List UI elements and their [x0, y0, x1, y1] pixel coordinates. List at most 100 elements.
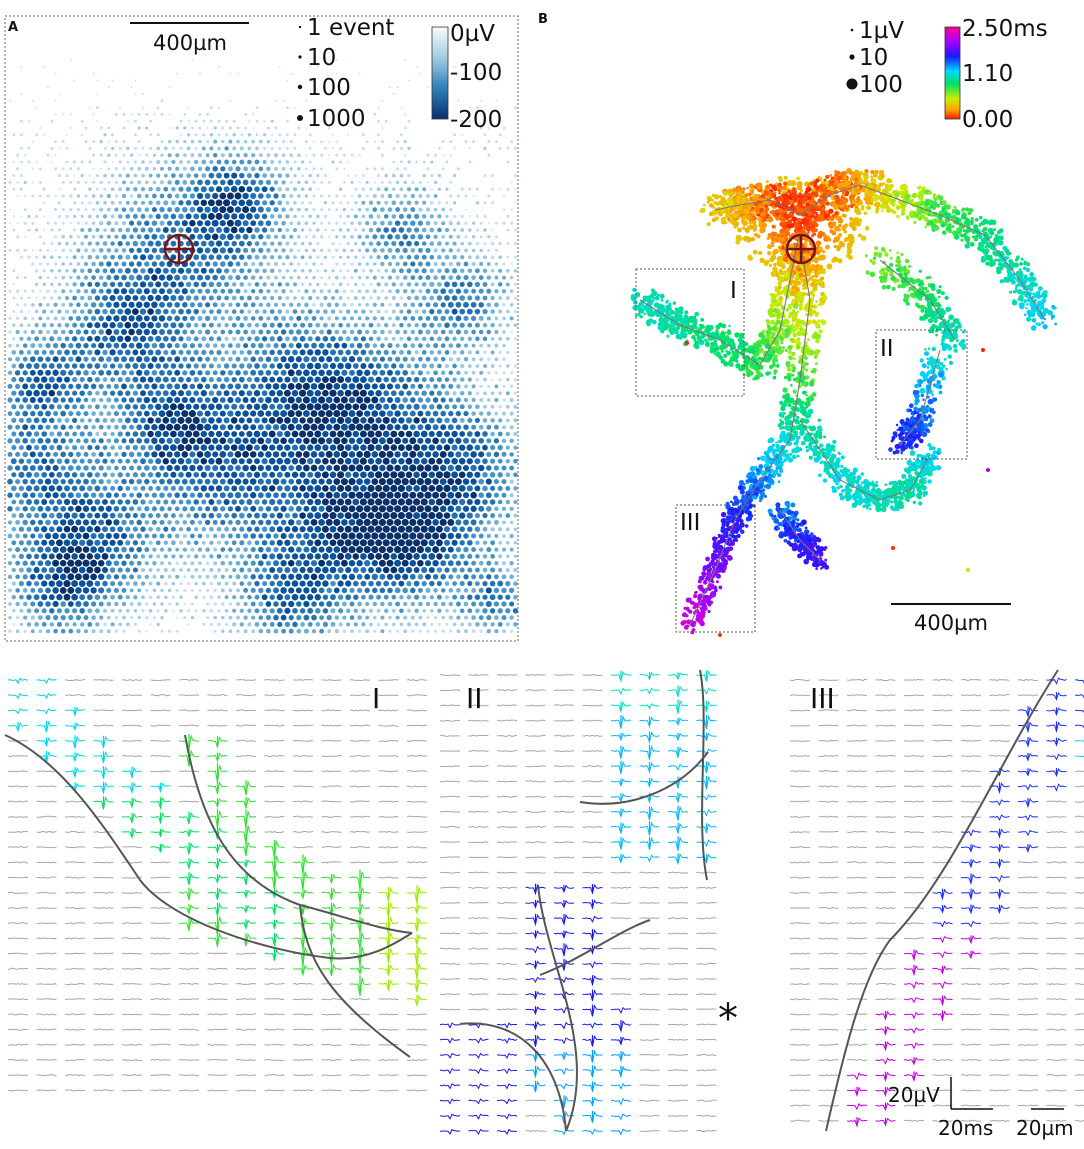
event-dot — [478, 492, 484, 498]
event-dot — [303, 505, 310, 512]
event-dot — [18, 581, 24, 587]
event-dot — [212, 179, 218, 186]
event-dot — [505, 296, 510, 300]
event-dot — [254, 621, 260, 627]
event-dot — [22, 451, 28, 458]
event-dot — [307, 458, 314, 465]
event-dot — [132, 444, 139, 451]
event-dot — [167, 220, 173, 226]
event-dot — [113, 356, 120, 363]
event-dot — [320, 194, 324, 198]
event-dot — [189, 179, 195, 185]
event-dot — [453, 214, 457, 218]
event-dot — [284, 512, 291, 519]
event-dot — [436, 567, 443, 573]
event-dot — [414, 622, 419, 627]
event-dot — [208, 377, 214, 383]
event-dot — [106, 601, 112, 607]
event-dot — [132, 513, 138, 519]
event-dot — [474, 431, 481, 437]
event-dot — [261, 526, 268, 532]
event-dot — [57, 214, 61, 218]
event-dot — [106, 275, 112, 281]
event-dot — [306, 403, 314, 411]
event-dot — [413, 553, 420, 560]
event-dot — [235, 261, 241, 267]
event-dot — [356, 396, 364, 404]
event-dot — [402, 410, 409, 417]
event-dot — [224, 581, 229, 586]
event-dot — [433, 275, 438, 280]
event-dot — [291, 593, 299, 601]
event-dot — [258, 289, 263, 294]
event-dot — [276, 580, 283, 587]
event-dot — [223, 471, 230, 478]
event-dot — [265, 207, 271, 213]
event-dot — [72, 241, 77, 246]
event-dot — [455, 397, 461, 403]
event-dot — [107, 167, 111, 171]
event-dot — [453, 147, 456, 150]
event-dot — [167, 153, 172, 158]
event-dot — [372, 221, 377, 226]
event-dot — [109, 322, 116, 329]
event-dot — [204, 370, 211, 376]
event-dot — [174, 451, 181, 458]
event-dot — [193, 499, 199, 505]
event-dot — [182, 153, 187, 158]
event-dot — [376, 269, 381, 273]
event-dot — [212, 437, 219, 444]
event-dot — [212, 519, 218, 525]
event-dot — [340, 450, 348, 458]
event-dot — [117, 254, 123, 260]
event-dot — [95, 173, 100, 178]
event-dot — [265, 506, 272, 512]
event-dot — [322, 594, 329, 600]
event-dot — [353, 309, 358, 314]
event-dot — [377, 146, 381, 150]
event-dot — [435, 539, 443, 547]
event-dot — [246, 513, 252, 519]
event-dot — [479, 221, 483, 225]
event-dot — [33, 389, 40, 397]
event-dot — [482, 567, 488, 573]
event-dot — [482, 458, 488, 465]
event-dot — [436, 309, 442, 315]
event-dot — [253, 430, 261, 438]
event-dot — [398, 227, 405, 233]
event-dot — [125, 499, 131, 505]
event-dot — [95, 622, 100, 627]
event-dot — [217, 133, 221, 137]
event-dot — [130, 153, 134, 157]
event-dot — [27, 214, 31, 218]
event-dot — [270, 295, 275, 301]
event-dot — [432, 424, 439, 431]
event-dot — [33, 349, 40, 356]
event-dot — [280, 614, 287, 621]
event-dot — [121, 397, 127, 403]
event-dot — [341, 383, 348, 390]
event-dot — [471, 560, 477, 566]
event-dot — [125, 472, 131, 478]
event-dot — [200, 444, 208, 451]
event-dot — [403, 153, 407, 157]
event-dot — [246, 444, 253, 451]
event-dot — [425, 275, 431, 281]
event-dot — [352, 498, 360, 506]
event-dot — [98, 451, 104, 457]
event-dot — [266, 234, 271, 240]
event-dot — [178, 173, 184, 178]
event-dot — [126, 160, 130, 164]
event-dot — [395, 193, 400, 199]
event-dot — [464, 221, 468, 225]
event-dot — [99, 180, 104, 185]
size-legend-label: 1 event — [307, 15, 394, 41]
event-dot — [132, 322, 139, 329]
event-dot — [426, 153, 430, 157]
event-dot — [471, 371, 476, 375]
event-dot — [155, 267, 162, 274]
event-dot — [177, 457, 185, 465]
event-dot — [235, 397, 241, 403]
event-dot — [61, 289, 66, 294]
event-dot — [337, 444, 345, 452]
